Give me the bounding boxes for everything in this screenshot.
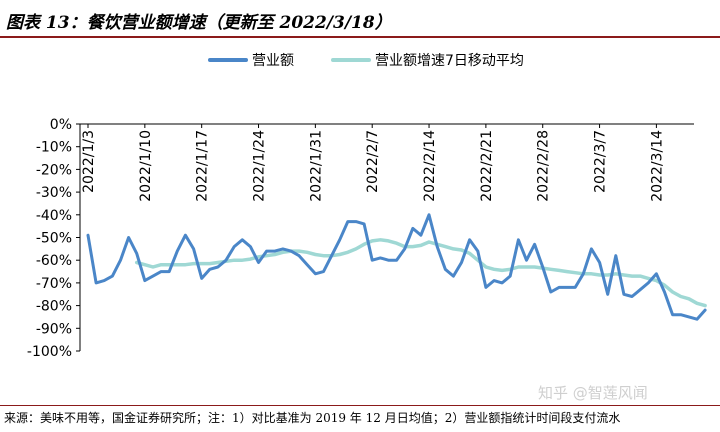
- y-tick-label: -90%: [36, 321, 72, 337]
- y-tick-label: -60%: [36, 253, 72, 269]
- x-tick-label: 2022/1/3: [81, 130, 97, 193]
- x-tick-label: 2022/3/14: [649, 130, 665, 202]
- y-axis: 0% -10% -20% -30% -40% -50% -60% -70% -80% -90% -1…: [27, 117, 81, 360]
- x-tick-label: 2022/2/28: [536, 130, 552, 202]
- legend-label-1: 营业额: [252, 53, 294, 69]
- x-tick-label: 2022/1/17: [195, 130, 211, 202]
- y-tick-label: -10%: [36, 140, 72, 156]
- title-rule: [0, 36, 720, 38]
- plot-area: [86, 213, 707, 321]
- y-tick-label: -30%: [36, 185, 72, 201]
- x-axis: 2022/1/3 2022/1/10 2022/1/17 2022/1/24 2022/…: [80, 123, 694, 202]
- x-tick-label: 2022/1/10: [138, 130, 154, 202]
- y-tick-label: -20%: [36, 162, 72, 178]
- y-tick-label: 0%: [50, 117, 72, 133]
- legend-label-2: 营业额增速7日移动平均: [375, 53, 524, 69]
- footer-rule: [0, 405, 720, 406]
- y-tick-label: -40%: [36, 208, 72, 224]
- y-tick-label: -50%: [36, 231, 72, 247]
- chart: 营业额 营业额增速7日移动平均 0% -10% -20% -30% -40% -50% -60…: [27, 53, 707, 360]
- x-tick-label: 2022/2/14: [422, 130, 438, 202]
- y-tick-label: -80%: [36, 299, 72, 315]
- x-tick-label: 2022/1/31: [308, 130, 324, 202]
- x-tick-label: 2022/2/7: [365, 130, 381, 193]
- source-note: 来源：美味不用等，国金证券研究所；注：1）对比基准为 2019 年 12 月日均…: [4, 411, 621, 425]
- y-tick-label: -70%: [36, 276, 72, 292]
- legend: 营业额 营业额增速7日移动平均: [208, 53, 524, 69]
- series-line-revenue: [86, 213, 707, 321]
- y-tick-label: -100%: [27, 344, 72, 360]
- x-tick-label: 2022/3/7: [593, 130, 609, 193]
- watermark: 知乎 @智莲风闻: [538, 384, 648, 402]
- title-bar: 图表 13：餐饮营业额增速（更新至 2022/3/18）: [0, 0, 720, 38]
- x-tick-label: 2022/1/24: [252, 130, 268, 202]
- x-tick-label: 2022/2/21: [479, 130, 495, 202]
- chart-title: 图表 13：餐饮营业额增速（更新至 2022/3/18）: [6, 13, 392, 33]
